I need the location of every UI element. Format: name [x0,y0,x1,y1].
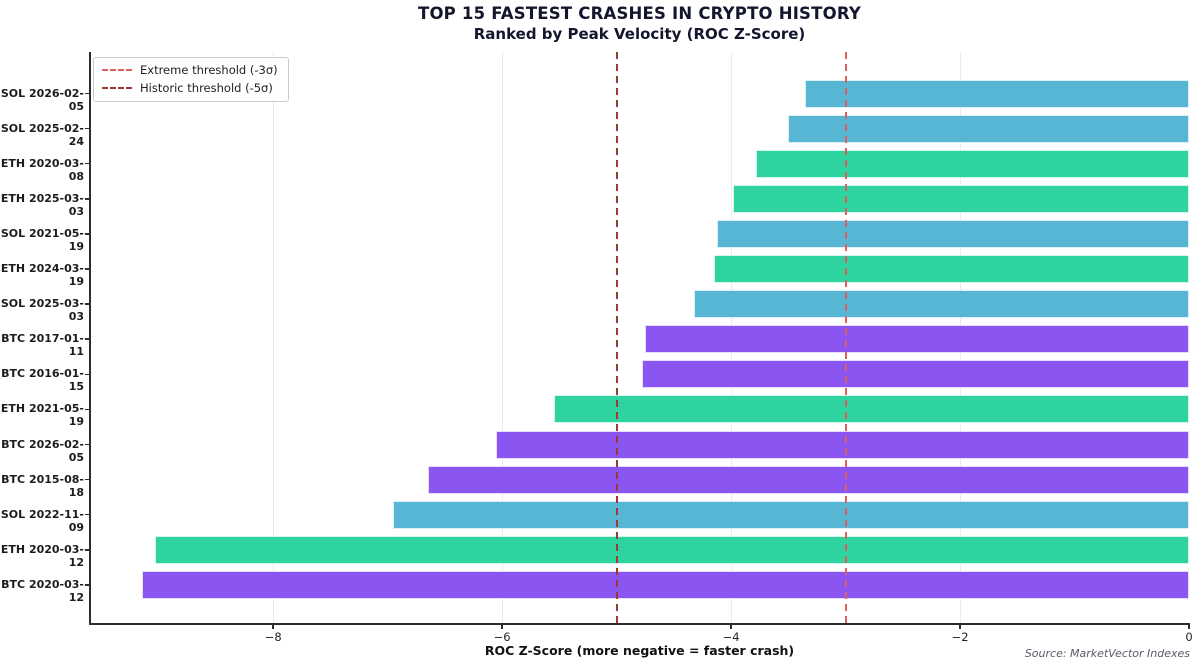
dashed-line-swatch-extreme [102,69,132,71]
y-tick-mark [85,443,89,446]
x-tick-label: −2 [951,630,969,644]
y-tick-mark [85,513,89,516]
y-tick-mark [85,303,89,305]
y-axis-label: BTC 2017-01-11 [1,332,84,359]
title-block: TOP 15 FASTEST CRASHES IN CRYPTO HISTORY… [90,4,1189,43]
y-axis-label: ETH 2020-03-12 [0,542,84,569]
legend-label: Extreme threshold (-3σ) [140,63,278,77]
gridline [272,52,274,623]
y-axis-label: SOL 2026-02-05 [0,86,84,113]
y-axis-spine [89,52,91,624]
dashed-line-swatch-historic [102,87,132,89]
y-tick-mark [85,268,89,270]
legend: Extreme threshold (-3σ) Historic thresho… [93,57,289,102]
y-axis-label: BTC 2026-02-05 [1,437,84,464]
x-axis-spine [89,623,1190,625]
y-tick-mark [85,162,89,165]
x-tick-mark [272,624,274,629]
y-axis-label: BTC 2020-03-12 [1,577,84,604]
bar-sol-2026-02-05 [805,79,1189,108]
y-axis-label: BTC 2015-08-18 [1,472,84,499]
y-tick-mark [85,373,89,376]
historic-threshold-line [615,52,618,623]
bar-eth-2020-03-12 [155,535,1189,564]
x-tick-label: 0 [1185,630,1193,644]
y-tick-mark [85,408,89,411]
x-axis-label: ROC Z-Score (more negative = faster cras… [484,643,795,658]
x-tick-mark [1188,624,1190,629]
bar-sol-2025-03-03 [694,290,1189,319]
bar-btc-2017-01-11 [645,325,1189,354]
bar-btc-2016-01-15 [641,360,1189,389]
bar-eth-2021-05-19 [553,395,1189,424]
legend-entry-historic-threshold: Historic threshold (-5σ) [102,81,278,95]
bar-sol-2021-05-19 [717,219,1189,248]
y-axis-label: BTC 2016-01-15 [1,367,84,394]
chart-title: TOP 15 FASTEST CRASHES IN CRYPTO HISTORY [418,4,861,23]
x-tick-mark [730,624,732,629]
y-tick-mark [85,198,89,200]
legend-entry-extreme-threshold: Extreme threshold (-3σ) [102,63,278,77]
bar-eth-2025-03-03 [733,184,1189,213]
y-tick-mark [85,478,89,481]
y-axis-label: SOL 2025-02-24 [0,121,84,148]
x-tick-mark [959,624,961,629]
bar-btc-2020-03-12 [141,570,1189,599]
chart-subtitle: Ranked by Peak Velocity (ROC Z-Score) [473,25,806,43]
x-tick-label: −6 [493,630,511,644]
y-axis-label: ETH 2024-03-19 [0,262,84,288]
gridline [501,52,503,623]
source-attribution: Source: MarketVector Indexes [1024,647,1190,660]
plot-area [90,52,1189,623]
extreme-threshold-line [844,52,847,623]
y-tick-mark [85,127,89,130]
y-axis-label: ETH 2025-03-03 [0,191,84,218]
y-tick-mark [85,584,89,586]
legend-label: Historic threshold (-5σ) [140,81,273,95]
bar-eth-2024-03-19 [713,255,1189,283]
bar-sol-2025-02-24 [788,114,1189,143]
x-tick-label: −4 [722,630,740,644]
bar-btc-2015-08-18 [427,465,1189,494]
y-axis-label: SOL 2022-11-09 [0,507,84,534]
y-axis-label: SOL 2021-05-19 [0,226,84,253]
y-tick-mark [85,92,89,95]
y-axis-label: SOL 2025-03-03 [0,297,84,324]
x-tick-mark [501,624,503,629]
y-axis-label: ETH 2021-05-19 [0,402,84,429]
y-axis-label: ETH 2020-03-08 [0,156,84,183]
y-tick-mark [85,549,89,551]
bar-eth-2020-03-08 [756,149,1189,178]
bar-sol-2022-11-09 [393,500,1189,529]
x-tick-label: −8 [264,630,282,644]
bar-btc-2026-02-05 [496,430,1189,459]
y-tick-mark [85,233,89,235]
y-tick-mark [85,338,89,340]
